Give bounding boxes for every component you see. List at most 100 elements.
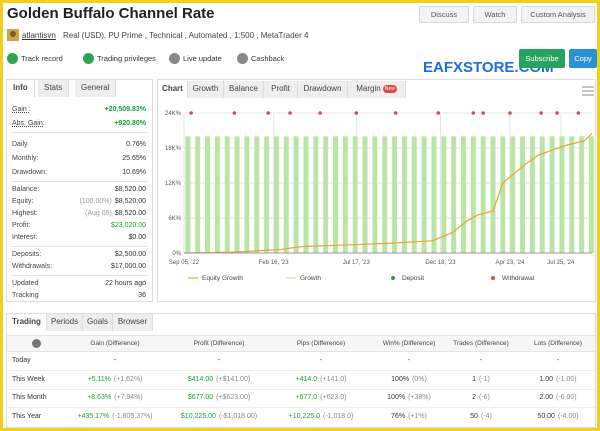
marker: [232, 111, 237, 115]
info-tab[interactable]: Stats: [38, 80, 70, 97]
separator: [11, 181, 148, 182]
copy-button[interactable]: Copy: [569, 49, 597, 68]
badge-text: Track record: [21, 54, 63, 63]
bar: [283, 136, 289, 253]
bar: [539, 136, 545, 253]
user-link[interactable]: atlantisvn: [22, 31, 56, 40]
cell: $414.00 (+$141.00): [159, 376, 279, 383]
stat-label: Drawdown:: [12, 169, 48, 176]
stat-value: 25.65%: [122, 155, 146, 162]
separator: [11, 275, 148, 276]
bar: [559, 136, 565, 253]
badge-icon: [237, 53, 248, 64]
stat-label: Balance:: [12, 186, 40, 193]
legend-label: Growth: [300, 275, 321, 282]
bar: [372, 136, 378, 253]
row-label: This Month: [12, 394, 47, 401]
bar: [185, 136, 191, 253]
bar: [323, 136, 329, 253]
chart-tab[interactable]: Balance: [224, 81, 264, 98]
info-tab[interactable]: Info: [7, 80, 35, 97]
cell: 2 (-6): [421, 394, 541, 401]
cell: 1 (-1): [421, 376, 541, 383]
cell-value: -: [113, 357, 117, 364]
period-tab[interactable]: Trading: [7, 314, 47, 331]
cell-difference: (-1,018.0): [322, 412, 354, 420]
stat-label: Profit:: [12, 222, 31, 229]
cell-difference: (-$1,018.00): [218, 412, 258, 420]
stat-value: $0.00: [128, 234, 146, 241]
period-tab[interactable]: Browser: [113, 314, 153, 331]
bar: [421, 136, 427, 253]
custom-analysis-button[interactable]: Custom Analysis: [521, 6, 595, 23]
stat-value-text: $2,500.00: [114, 251, 146, 258]
stat-label: Highest:: [12, 210, 38, 217]
cell-difference: (+38%): [408, 394, 431, 401]
cell-difference: (+7.94%): [114, 394, 143, 401]
bar: [401, 136, 407, 253]
row-label: Today: [12, 357, 31, 364]
cell-value: 76%: [391, 412, 406, 420]
cell-value: 2: [472, 394, 476, 401]
period-tab[interactable]: Goals: [83, 314, 113, 331]
marker: [576, 111, 581, 115]
stat-value: 22 hours ago: [105, 280, 146, 287]
chart-tab[interactable]: Margin New: [348, 81, 406, 98]
cell-value: -: [217, 357, 221, 364]
x-tick-label: Jul 25, '24: [547, 260, 575, 266]
stat-label: Monthly:: [12, 155, 39, 162]
cell: 2.00 (-6.00): [498, 394, 597, 401]
cell-value: 50.00: [537, 412, 555, 420]
cell-difference: (-1): [479, 375, 490, 383]
bar: [500, 136, 506, 253]
y-tick-label: 6K%: [168, 216, 181, 222]
cell-value: 1.00: [539, 375, 553, 383]
cell-value: 100%: [391, 375, 410, 383]
chart-tab-text: Balance: [229, 84, 258, 93]
cell: +10,225.0 (-1,018.0): [261, 413, 381, 420]
chart-tab[interactable]: Profit: [264, 81, 298, 98]
cell: +677.0 (+623.0): [261, 394, 381, 401]
marker: [266, 111, 271, 115]
subscribe-button[interactable]: Subscribe: [519, 49, 565, 68]
badge: Trading privileges: [83, 53, 156, 65]
x-tick-label: Jul 17, '23: [343, 260, 371, 266]
bar: [303, 136, 309, 253]
stat-value-text: $0.00: [128, 234, 146, 241]
cell-value: +677.0: [295, 394, 318, 401]
chart-tab[interactable]: Drawdown: [298, 81, 348, 98]
period-tab[interactable]: Periods: [47, 314, 83, 331]
stat-label: Withdrawals:: [12, 263, 53, 270]
badge-icon: [169, 53, 180, 64]
cell-value: -: [407, 357, 411, 364]
marker: [288, 111, 292, 115]
table-header-bg: [7, 335, 595, 352]
stat-value: $23,020.00: [111, 222, 146, 229]
cell-value: $414.00: [187, 375, 214, 383]
cell-difference: (0%): [412, 375, 427, 383]
separator: [11, 246, 148, 247]
new-badge: New: [382, 85, 397, 93]
y-tick-label: 12K%: [165, 181, 182, 187]
watch-button[interactable]: Watch: [473, 6, 517, 23]
chart-tab[interactable]: Chart: [158, 81, 188, 98]
stat-label: Daily: [12, 141, 28, 148]
cell-difference: (-1.00): [556, 375, 577, 383]
chart-tab-text: Profit: [271, 84, 290, 93]
bar: [588, 136, 594, 253]
bar: [362, 136, 368, 253]
cell-value: +5.11%: [87, 375, 111, 383]
cell-value: 1: [472, 375, 476, 383]
chart-tab[interactable]: Growth: [188, 81, 224, 98]
cell-difference: (-6): [479, 394, 490, 401]
info-tab[interactable]: General: [75, 80, 117, 97]
stat-value: (100.00%) $8,520.00: [80, 198, 146, 205]
y-tick-label: 18K%: [165, 146, 182, 152]
stat-label: Interest:: [12, 234, 38, 241]
stat-note: (Aug 05): [84, 210, 112, 217]
bar: [273, 136, 279, 253]
cell: +5.11% (+1.62%): [55, 376, 175, 383]
bar: [549, 136, 555, 253]
discuss-button[interactable]: Discuss: [419, 6, 469, 23]
